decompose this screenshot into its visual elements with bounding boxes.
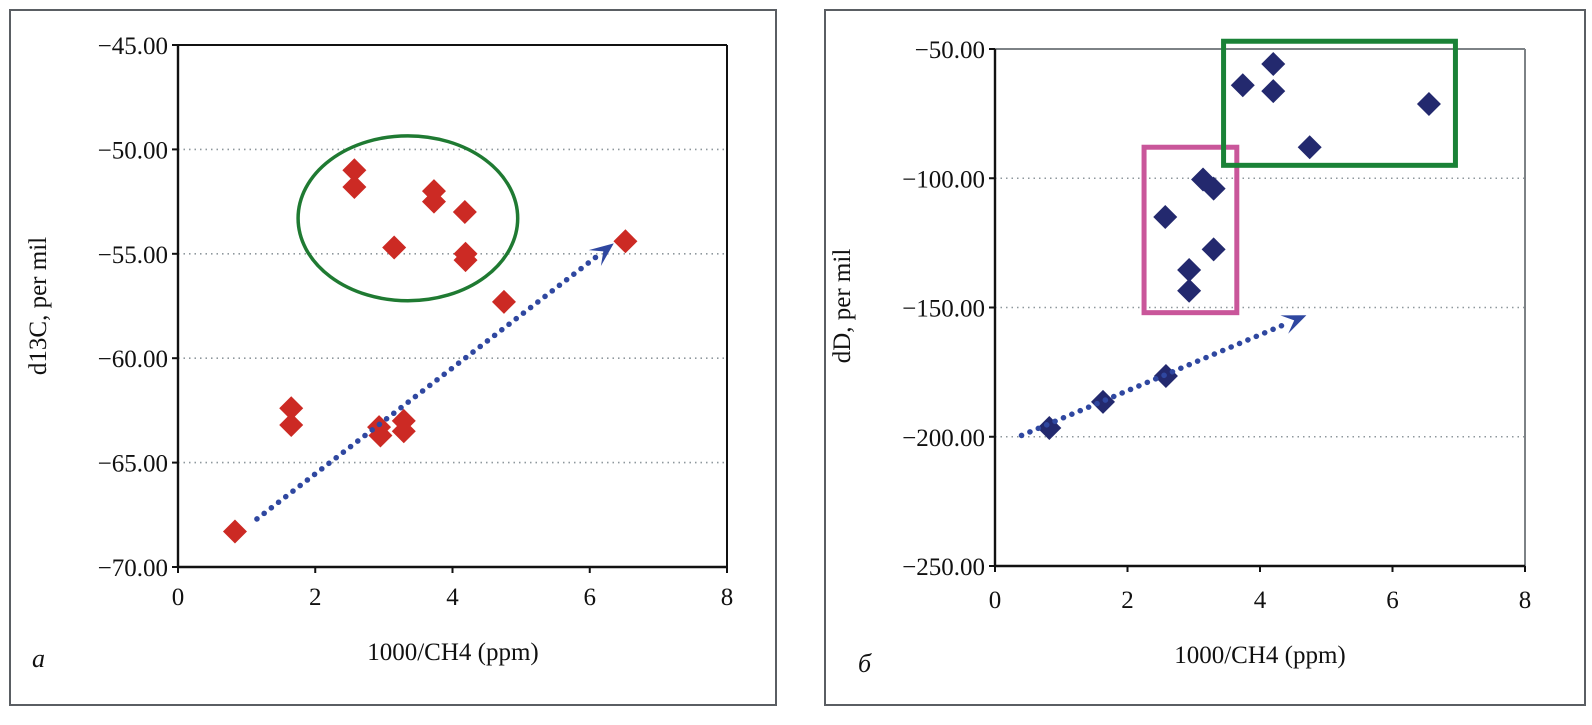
panel-a: −45.00 −50.00 −55.00 −60.00 −65.00 −70.000 2 4 6… (9, 9, 777, 706)
panel-b: −50.00−100.00−150.00−200.00−250.000 2 4 6 8 … (824, 9, 1586, 706)
chart-b-panel-label: б (858, 649, 872, 678)
chart-a-y-tick-label: −65.00 (98, 451, 168, 478)
chart-b-data-point (1201, 176, 1226, 201)
chart-b-x-axis-title: 1000/CH4 (ppm) (1174, 642, 1346, 669)
chart-b-x-tick-label: 6 (1386, 587, 1399, 614)
chart-b-cluster-rect (1221, 38, 1458, 168)
chart-b-data-point (1177, 258, 1202, 283)
chart-a-data-point (452, 200, 477, 225)
chart-b-data-point (1230, 73, 1255, 98)
chart-a-y-tick-label: −70.00 (98, 555, 168, 582)
chart-b-data-point (1416, 92, 1441, 117)
chart-a-data-point (421, 189, 446, 214)
chart-a-y-axis-title: d13C, per mil (25, 237, 52, 375)
chart-a-x-axis-title: 1000/CH4 (ppm) (367, 639, 539, 666)
chart-b-plot-area: −50.00 −100.00 −150.00 −200.00 −250.000 2 4 6 8 (902, 37, 1531, 614)
chart-a-y-tick-label: −55.00 (98, 242, 168, 269)
chart-a-x-tick-label: 2 (309, 584, 322, 611)
chart-a-data-point (613, 229, 638, 254)
chart-a-panel-label: a (32, 644, 45, 673)
chart-a-data-point (279, 413, 304, 438)
chart-a-x-tick-label: 4 (446, 584, 459, 611)
chart-a-cluster-ellipse (296, 134, 520, 303)
chart-b-x-tick-label: 2 (1121, 587, 1134, 614)
chart-b-y-tick-label: −100.00 (902, 166, 985, 193)
panel-a-frame (9, 9, 777, 706)
chart-a-y-tick-label: −45.00 (98, 33, 168, 60)
chart-a-plot-area: −45.00 −50.00 −55.00 −60.00 −65.00 −70.000 2 4 6… (98, 33, 734, 611)
chart-b-data-point (1201, 237, 1226, 262)
chart-b-y-tick-label: −200.00 (902, 425, 985, 452)
chart-b-data-point (1153, 205, 1178, 230)
chart-a-y-tick-label: −60.00 (98, 346, 168, 373)
chart-b-data-point (1177, 278, 1202, 303)
chart-a-trend-arrow-line (254, 251, 603, 522)
chart-a-x-tick-label: 0 (172, 584, 185, 611)
chart-a-data-point (453, 248, 478, 273)
chart-a-trend-arrow-head (588, 243, 614, 266)
chart-a-data-point (342, 158, 367, 183)
chart-b-y-axis-title: dD, per mil (829, 249, 856, 364)
chart-b-cluster-rect (1141, 144, 1240, 316)
chart-a-data-point (279, 396, 304, 421)
chart-a-x-tick-label: 6 (584, 584, 597, 611)
chart-a-data-point (491, 289, 516, 314)
chart-a-data-point (222, 519, 247, 544)
chart-b-y-tick-label: −150.00 (902, 296, 985, 323)
panel-b-frame (824, 9, 1586, 706)
chart-b-data-point (1261, 51, 1286, 76)
chart-b-x-tick-label: 8 (1519, 587, 1532, 614)
chart-a-data-point (391, 419, 416, 444)
chart-b-data-point (1090, 389, 1115, 414)
chart-a-y-tick-label: −50.00 (98, 137, 168, 164)
chart-b-data-point (1261, 79, 1286, 104)
chart-a-data-point (342, 174, 367, 199)
chart-b-data-point (1297, 135, 1322, 160)
chart-b-x-tick-label: 4 (1254, 587, 1267, 614)
chart-b-trend-arrow-line (1018, 319, 1293, 439)
chart-a-data-point (382, 235, 407, 260)
chart-a-x-tick-label: 8 (721, 584, 734, 611)
chart-b-y-tick-label: −250.00 (902, 554, 985, 581)
chart-b-x-tick-label: 0 (989, 587, 1002, 614)
chart-b-y-tick-label: −50.00 (915, 37, 985, 64)
chart-b-trend-arrow-head (1280, 315, 1307, 334)
